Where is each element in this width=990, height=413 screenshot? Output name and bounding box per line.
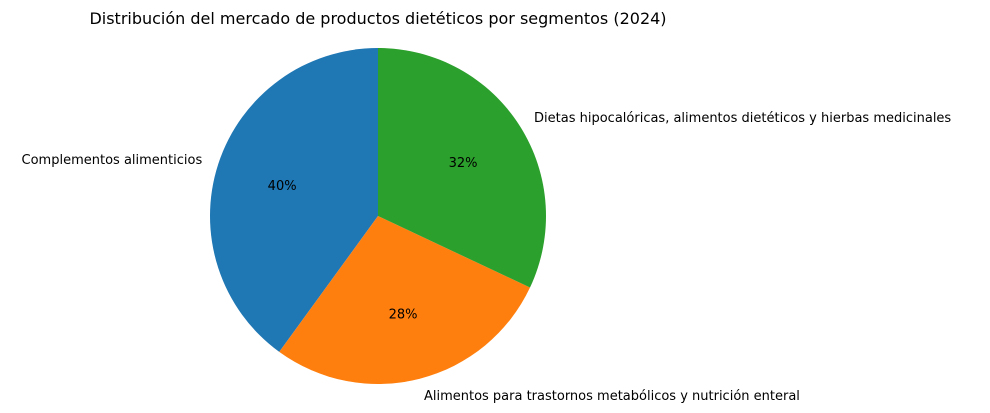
slice-percent-label: 32% (449, 156, 478, 171)
chart-title: Distribución del mercado de productos di… (89, 9, 666, 28)
slice-label: Complementos alimenticios (22, 153, 203, 168)
pie-slice (279, 216, 531, 384)
slice-label: Alimentos para trastornos metabólicos y … (424, 389, 800, 404)
pie-slice (378, 48, 546, 288)
slice-percent-label: 40% (268, 179, 297, 194)
slice-label: Dietas hipocalóricas, alimentos dietétic… (534, 111, 951, 126)
pie-slice (210, 48, 378, 352)
slice-percent-label: 28% (389, 308, 418, 323)
